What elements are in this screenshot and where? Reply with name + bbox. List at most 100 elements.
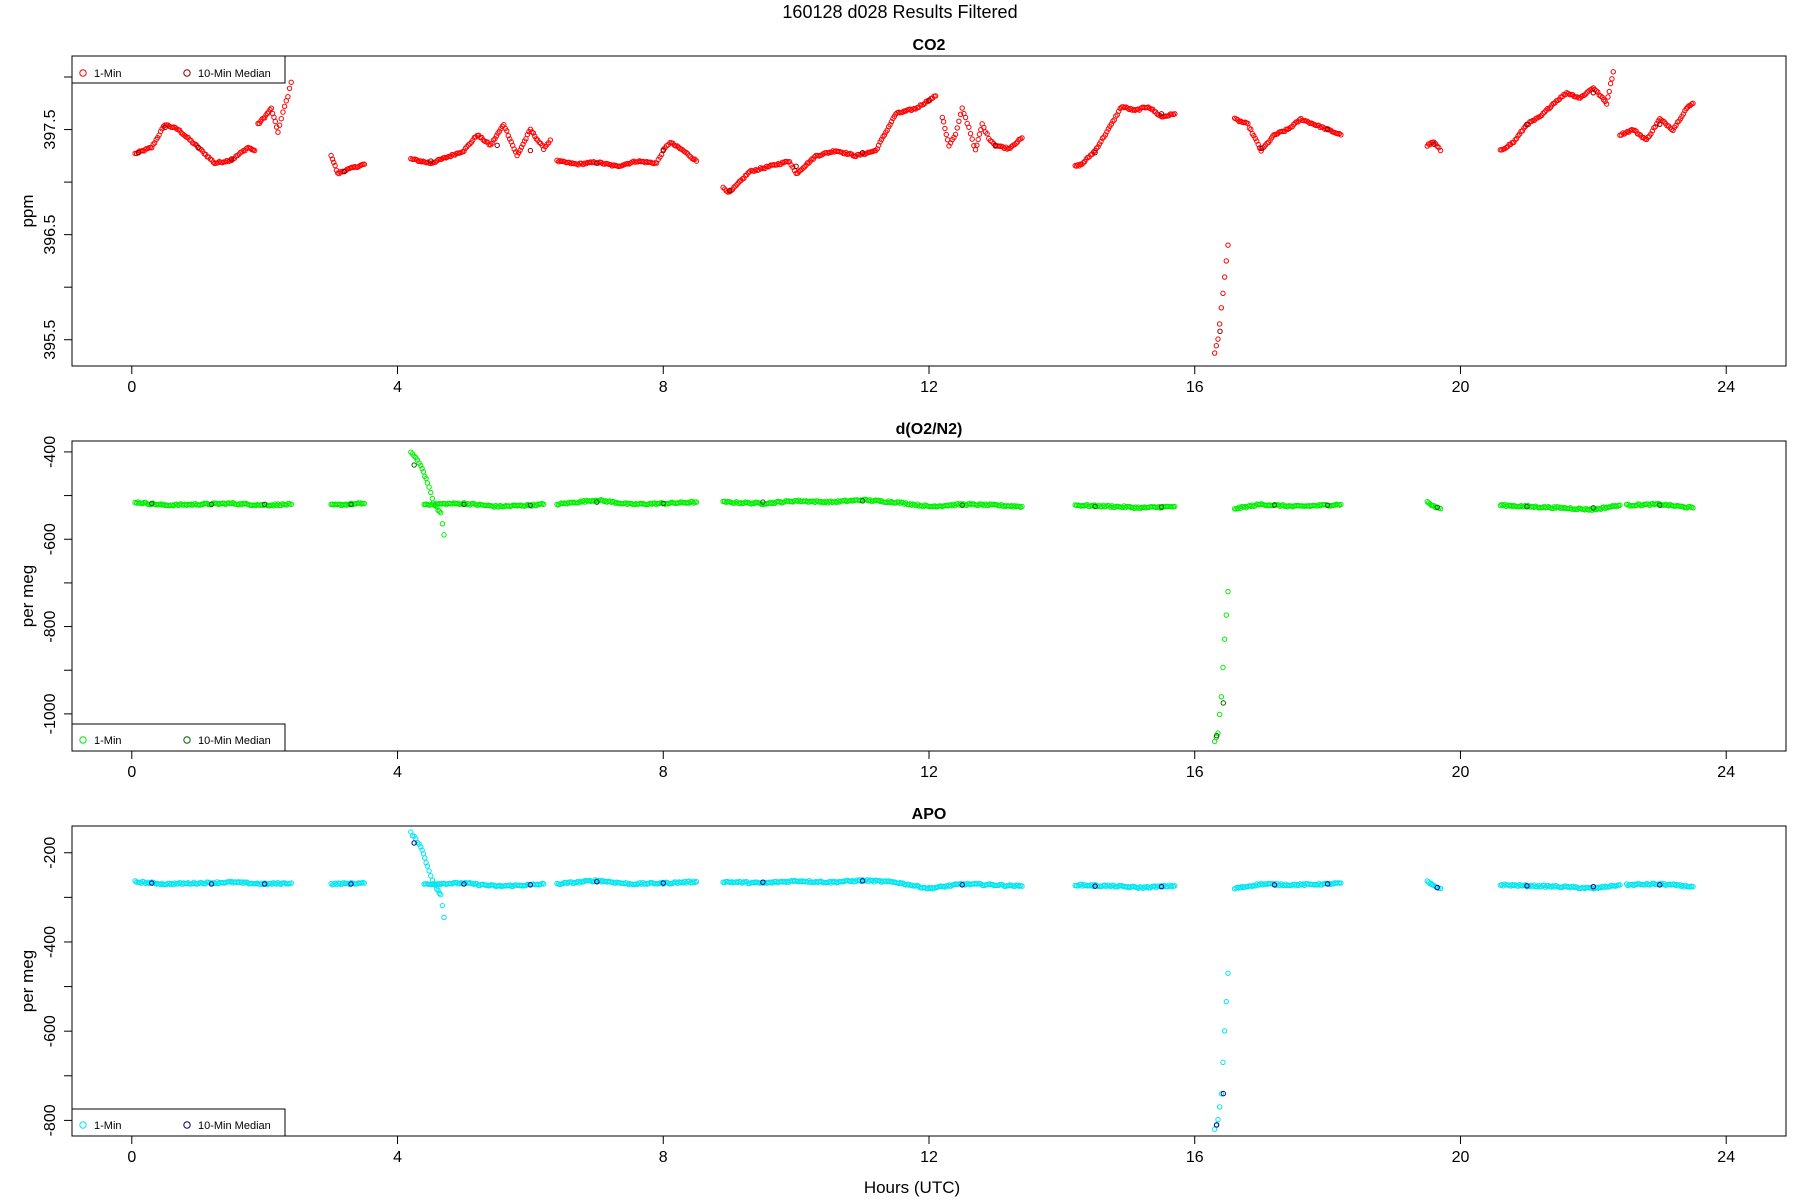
x-tick-label: 20 [1452, 764, 1470, 781]
data-point [760, 879, 766, 885]
data-point [1225, 588, 1231, 595]
data-point [1092, 883, 1098, 889]
data-point [1216, 1104, 1223, 1110]
data-point [1513, 135, 1520, 142]
data-point [1617, 502, 1623, 508]
data-point [1670, 127, 1676, 133]
data-point [1092, 149, 1098, 156]
legend-box-apo [71, 1108, 286, 1137]
data-point [1221, 274, 1228, 280]
data-point [1546, 106, 1552, 112]
data-point [881, 132, 888, 138]
data-point [434, 158, 440, 164]
data-point [1516, 131, 1523, 137]
y-tick-label: -400 [42, 926, 59, 958]
data-point [192, 141, 199, 147]
data-point [1216, 321, 1223, 327]
data-point [1674, 881, 1680, 888]
data-point [436, 890, 443, 897]
data-point [1607, 80, 1614, 87]
data-point [547, 137, 554, 143]
data-point [149, 880, 155, 886]
data-point [959, 105, 965, 111]
data-point [411, 462, 417, 468]
data-points-co2 [132, 69, 1696, 356]
data-point [1581, 92, 1588, 98]
data-point [149, 500, 155, 507]
data-point [1610, 69, 1616, 75]
x-tick-label: 0 [127, 379, 136, 396]
data-point [275, 129, 281, 135]
data-point [1127, 105, 1134, 112]
x-tick-label: 16 [1186, 764, 1204, 781]
data-point [423, 860, 429, 866]
data-point [281, 103, 288, 110]
y-axis-label-apo: per meg [18, 950, 37, 1012]
data-point [1623, 130, 1629, 136]
data-point [1213, 343, 1220, 349]
data-point [900, 499, 906, 506]
legend-label-1min-apo: 1-Min [94, 1120, 122, 1132]
x-tick-label: 8 [659, 379, 668, 396]
data-point [280, 109, 286, 115]
data-point [1220, 1059, 1226, 1066]
data-point [1000, 144, 1006, 150]
data-point [751, 168, 757, 174]
data-point [208, 501, 215, 508]
data-point [435, 887, 441, 894]
data-point [981, 124, 987, 131]
data-point [760, 499, 766, 505]
data-point [1524, 503, 1530, 510]
data-point [1172, 503, 1178, 510]
data-point [195, 144, 201, 151]
data-point [1079, 161, 1085, 168]
data-point [426, 484, 432, 490]
data-point [261, 115, 268, 121]
data-point [1217, 328, 1223, 335]
data-point [943, 131, 949, 138]
data-point [1645, 134, 1651, 141]
data-point [1437, 885, 1444, 892]
data-point [341, 168, 348, 175]
data-point [1251, 132, 1257, 139]
data-point [439, 521, 446, 527]
x-axis-do2n2: 0 4 8 12 16 20 24 [127, 750, 1735, 781]
data-point [487, 142, 494, 148]
x-tick-label: 12 [920, 1149, 938, 1166]
data-point [1519, 128, 1526, 134]
data-point [957, 111, 964, 118]
data-point [1271, 502, 1278, 508]
data-point [1147, 885, 1153, 891]
data-point [514, 152, 520, 159]
data-point [288, 79, 294, 85]
data-point [690, 878, 697, 884]
data-point [1590, 90, 1597, 96]
legend-marker-median-co2 [183, 69, 191, 77]
figure-title: 160128 d028 Results Filtered [782, 2, 1017, 22]
data-point [461, 501, 467, 508]
data-point [674, 143, 680, 149]
data-point [1104, 129, 1110, 135]
data-point [1213, 1122, 1220, 1128]
data-point [1234, 506, 1241, 512]
data-point [1657, 502, 1663, 508]
data-point [533, 136, 540, 142]
data-point [1225, 242, 1231, 248]
panel-apo: APO per meg 0 4 8 12 16 20 24 -200 -400 -600 -800… [18, 806, 1787, 1166]
data-point [1602, 98, 1608, 105]
data-point [1617, 882, 1623, 888]
data-point [278, 116, 284, 122]
data-point [517, 147, 523, 153]
data-point [875, 142, 882, 148]
data-point [1216, 711, 1223, 718]
data-point [859, 149, 866, 156]
x-tick-label: 4 [393, 379, 402, 396]
data-point [1223, 258, 1229, 264]
data-point [438, 510, 444, 516]
data-point [1211, 350, 1218, 356]
y-axis-do2n2: -400 -600 -800 -1000 [42, 436, 73, 734]
data-point [332, 162, 338, 169]
data-point [414, 157, 420, 163]
y-axis-apo: -200 -400 -600 -800 [42, 837, 73, 1136]
